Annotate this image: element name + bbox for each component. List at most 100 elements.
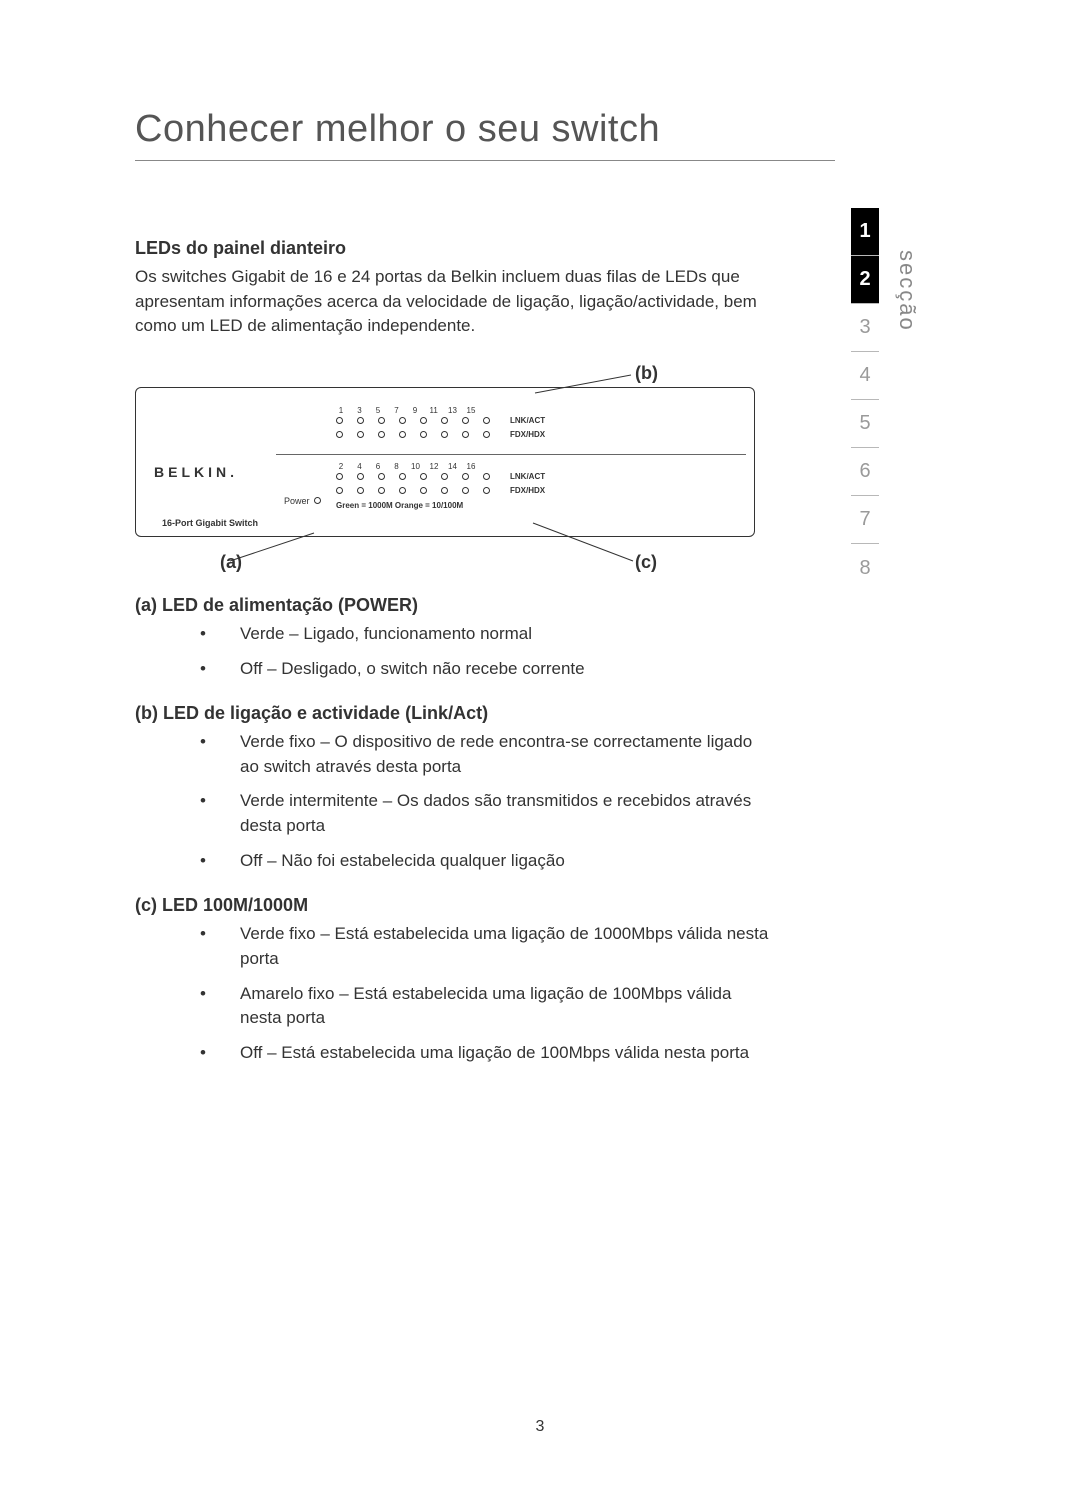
bullet-list: Verde – Ligado, funcionamento normal Off … bbox=[135, 622, 775, 681]
bullet-item: Verde intermitente – Os dados são transm… bbox=[135, 789, 775, 838]
port-number: 12 bbox=[430, 462, 438, 471]
led-row-label: LNK/ACT bbox=[510, 472, 545, 481]
bullet-item: Verde fixo – O dispositivo de rede encon… bbox=[135, 730, 775, 779]
power-led: Power bbox=[284, 496, 321, 506]
section-nav-item[interactable]: 2 bbox=[851, 256, 879, 304]
port-number: 16 bbox=[467, 462, 475, 471]
led-dot bbox=[483, 473, 490, 480]
led-dot bbox=[441, 431, 448, 438]
even-fdxhdx-row: FDX/HDX bbox=[336, 485, 545, 497]
led-dot bbox=[441, 487, 448, 494]
panel-divider bbox=[276, 454, 746, 455]
bullet-item: Verde – Ligado, funcionamento normal bbox=[135, 622, 775, 647]
led-row-label: LNK/ACT bbox=[510, 416, 545, 425]
front-panel-diagram: (b) BELKIN. 16-Port Gigabit Switch 13579… bbox=[135, 363, 775, 573]
led-dot bbox=[462, 431, 469, 438]
led-dot bbox=[378, 417, 385, 424]
led-block-bottom: 2 4 6 8 10 12 14 16 LNK/ACT FDX/HDX Green = 100… bbox=[336, 462, 545, 510]
led-dot bbox=[378, 473, 385, 480]
even-lnkact-row: LNK/ACT bbox=[336, 471, 545, 483]
port-number: 11 bbox=[430, 406, 438, 415]
led-dot bbox=[420, 473, 427, 480]
bullet-list: Verde fixo – O dispositivo de rede encon… bbox=[135, 730, 775, 873]
led-dot bbox=[483, 431, 490, 438]
led-dot bbox=[483, 417, 490, 424]
led-dot bbox=[462, 473, 469, 480]
section-nav-item[interactable]: 7 bbox=[851, 496, 879, 544]
port-number: 10 bbox=[411, 462, 419, 471]
led-dot bbox=[378, 487, 385, 494]
switch-panel: BELKIN. 16-Port Gigabit Switch 135791113… bbox=[135, 387, 755, 537]
bullet-item: Off – Não foi estabelecida qualquer liga… bbox=[135, 849, 775, 874]
led-dot bbox=[420, 487, 427, 494]
intro-paragraph: Os switches Gigabit de 16 e 24 portas da… bbox=[135, 265, 775, 339]
led-dot bbox=[399, 431, 406, 438]
port-number: 6 bbox=[374, 462, 382, 471]
callout-b: (b) bbox=[635, 363, 658, 384]
section-nav-label: secção bbox=[894, 250, 920, 332]
port-number: 2 bbox=[337, 462, 345, 471]
led-dot bbox=[441, 417, 448, 424]
led-dot bbox=[420, 417, 427, 424]
led-legend: Green = 1000M Orange = 10/100M bbox=[336, 501, 545, 510]
port-number: 4 bbox=[356, 462, 364, 471]
led-dot bbox=[399, 417, 406, 424]
led-row-label: FDX/HDX bbox=[510, 430, 545, 439]
section-heading: (c) LED 100M/1000M bbox=[135, 895, 775, 916]
port-number: 14 bbox=[448, 462, 456, 471]
port-number: 5 bbox=[374, 406, 382, 415]
callout-a: (a) bbox=[220, 552, 242, 573]
odd-port-numbers: 13579111315 bbox=[336, 406, 545, 415]
led-dot bbox=[357, 417, 364, 424]
main-content: LEDs do painel dianteiro Os switches Gig… bbox=[135, 238, 775, 1084]
led-block-top: 13579111315 LNK/ACT FDX/HDX bbox=[336, 406, 545, 443]
port-number: 15 bbox=[467, 406, 475, 415]
bullet-item: Off – Está estabelecida uma ligação de 1… bbox=[135, 1041, 775, 1066]
sections-container: (a) LED de alimentação (POWER) Verde – Li… bbox=[135, 595, 775, 1066]
led-dot bbox=[378, 431, 385, 438]
section-nav-item[interactable]: 6 bbox=[851, 448, 879, 496]
section-nav: 12345678 bbox=[850, 208, 880, 592]
led-dot bbox=[336, 487, 343, 494]
led-dot bbox=[399, 473, 406, 480]
led-dot bbox=[336, 417, 343, 424]
bullet-item: Amarelo fixo – Está estabelecida uma lig… bbox=[135, 982, 775, 1031]
page-title: Conhecer melhor o seu switch bbox=[135, 108, 660, 151]
led-dot bbox=[336, 431, 343, 438]
odd-fdxhdx-row: FDX/HDX bbox=[336, 429, 545, 441]
section-nav-item[interactable]: 5 bbox=[851, 400, 879, 448]
odd-lnkact-row: LNK/ACT bbox=[336, 415, 545, 427]
section-heading: (b) LED de ligação e actividade (Link/Ac… bbox=[135, 703, 775, 724]
section-heading: (a) LED de alimentação (POWER) bbox=[135, 595, 775, 616]
led-dot bbox=[357, 473, 364, 480]
led-dot bbox=[357, 487, 364, 494]
title-rule bbox=[135, 160, 835, 161]
brand-label: BELKIN. bbox=[154, 464, 238, 480]
page-number: 3 bbox=[536, 1418, 545, 1436]
port-number: 9 bbox=[411, 406, 419, 415]
led-dot bbox=[420, 431, 427, 438]
panel-model-label: 16-Port Gigabit Switch bbox=[162, 518, 258, 528]
led-dot bbox=[483, 487, 490, 494]
bullet-item: Verde fixo – Está estabelecida uma ligaç… bbox=[135, 922, 775, 971]
intro-heading: LEDs do painel dianteiro bbox=[135, 238, 775, 259]
section-nav-item[interactable]: 1 bbox=[851, 208, 879, 256]
bullet-list: Verde fixo – Está estabelecida uma ligaç… bbox=[135, 922, 775, 1065]
section-nav-item[interactable]: 4 bbox=[851, 352, 879, 400]
led-dot bbox=[336, 473, 343, 480]
port-number: 1 bbox=[337, 406, 345, 415]
power-led-dot bbox=[314, 497, 321, 504]
section-nav-item[interactable]: 3 bbox=[851, 304, 879, 352]
port-number: 3 bbox=[356, 406, 364, 415]
port-number: 8 bbox=[393, 462, 401, 471]
bullet-item: Off – Desligado, o switch não recebe cor… bbox=[135, 657, 775, 682]
even-port-numbers: 2 4 6 8 10 12 14 16 bbox=[336, 462, 545, 471]
led-dot bbox=[441, 473, 448, 480]
led-dot bbox=[462, 487, 469, 494]
section-nav-item[interactable]: 8 bbox=[851, 544, 879, 592]
callout-c: (c) bbox=[635, 552, 657, 573]
port-number: 7 bbox=[393, 406, 401, 415]
port-number: 13 bbox=[448, 406, 456, 415]
power-label: Power bbox=[284, 496, 310, 506]
led-dot bbox=[399, 487, 406, 494]
